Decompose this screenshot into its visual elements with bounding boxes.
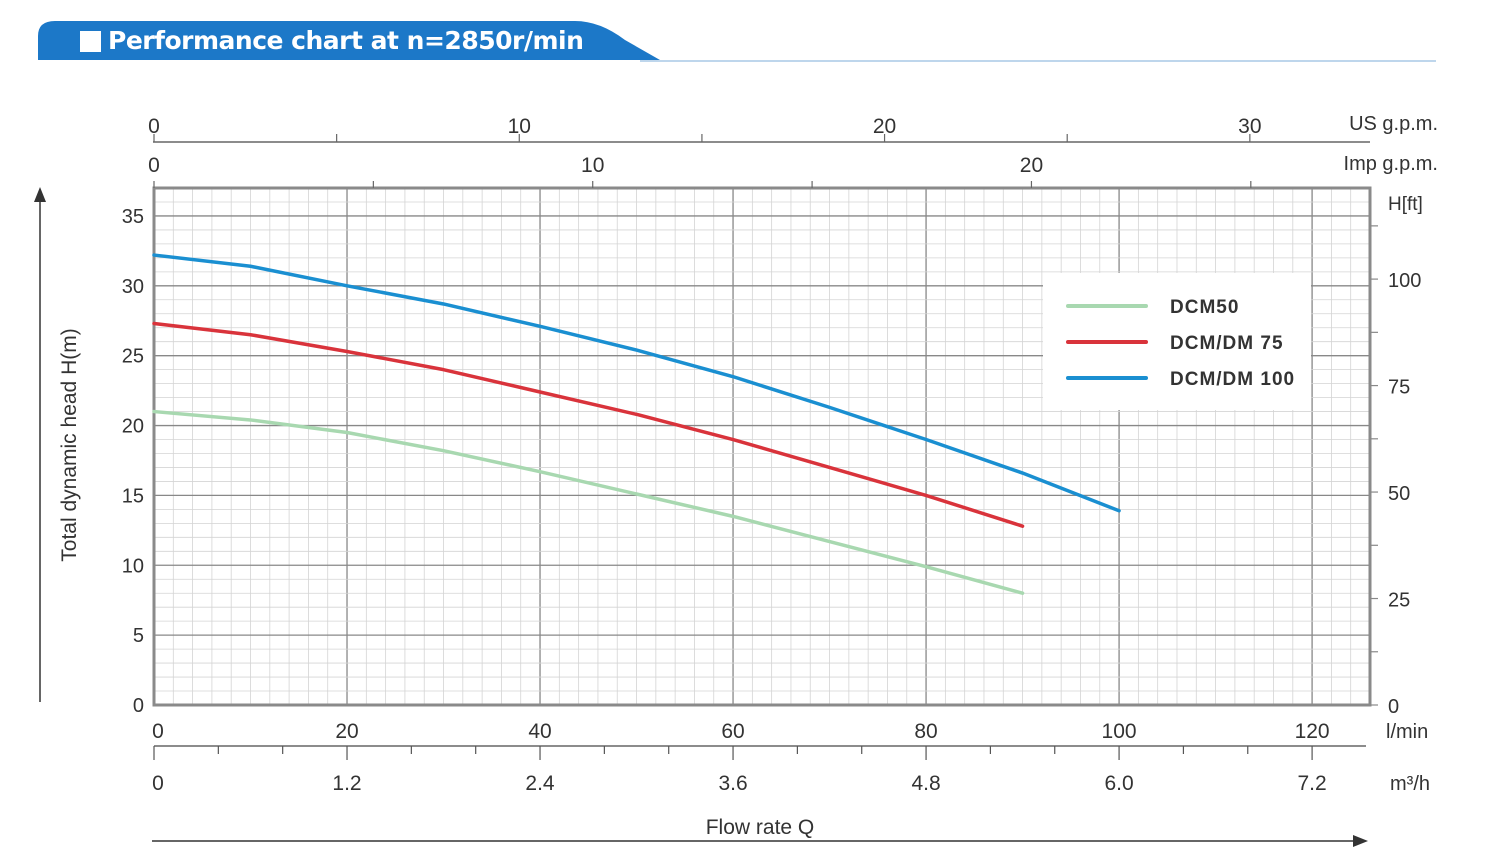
- x-tick-label-m3h: 6.0: [1104, 772, 1133, 795]
- y-axis-label: Total dynamic head H(m): [58, 328, 81, 561]
- y-unit-ft: H[ft]: [1388, 194, 1423, 215]
- series-line-dcm-dm-100: [152, 253, 1121, 513]
- imp-gpm-tick-label: 10: [581, 154, 604, 177]
- x-tick-label-m3h: 3.6: [718, 772, 747, 795]
- us-gpm-tick-label: 20: [873, 115, 896, 138]
- x-tick-label-lmin: 80: [914, 720, 937, 743]
- x-axis-label: Flow rate Q: [706, 816, 815, 839]
- x-tick-label-m3h: 1.2: [332, 772, 361, 795]
- x-tick-label-lmin: 120: [1295, 720, 1330, 743]
- x-tick-label-m3h: 4.8: [911, 772, 940, 795]
- series-line-dcm50: [152, 409, 1025, 595]
- us-gpm-tick-label: 30: [1238, 115, 1261, 138]
- axes: 0 5 10 15 20 25 30 35 Total dynamic head H(m) 0 25…: [34, 113, 1438, 847]
- y-tick-label-m: 10: [122, 555, 144, 577]
- y-tick-label-m: 35: [122, 206, 144, 228]
- y-tick-label-ft: 25: [1388, 590, 1410, 612]
- y-tick-label-m: 20: [122, 416, 144, 438]
- us-gpm-unit: US g.p.m.: [1349, 113, 1438, 135]
- arrow-right-icon: [1353, 835, 1368, 847]
- imp-gpm-unit: Imp g.p.m.: [1344, 153, 1438, 175]
- x-tick-label-lmin: 0: [152, 720, 164, 743]
- chart-title: Performance chart at n=2850r/min: [108, 26, 584, 55]
- x-tick-label-m3h: 2.4: [525, 772, 555, 795]
- us-gpm-tick-label: 0: [148, 115, 160, 138]
- y-tick-label-ft: 75: [1388, 377, 1410, 399]
- y-tick-label-m: 0: [133, 695, 144, 717]
- plot-frame: [152, 186, 1372, 707]
- curves: [152, 253, 1121, 595]
- x-tick-label-m3h: 7.2: [1297, 772, 1326, 795]
- y-tick-label-ft: 0: [1388, 696, 1399, 718]
- x-unit-m3h: m³/h: [1390, 773, 1430, 795]
- legend-label: DCM/DM 75: [1170, 333, 1284, 354]
- legend-label: DCM/DM 100: [1170, 369, 1295, 390]
- x-tick-label-lmin: 20: [335, 720, 358, 743]
- x-tick-label-lmin: 100: [1102, 720, 1137, 743]
- us-gpm-tick-label: 10: [508, 115, 531, 138]
- y-tick-label-m: 5: [133, 625, 144, 647]
- x-unit-lmin: l/min: [1386, 721, 1428, 743]
- y-tick-label-m: 25: [122, 346, 144, 368]
- imp-gpm-tick-label: 0: [148, 154, 160, 177]
- x-tick-label-lmin: 40: [528, 720, 551, 743]
- series-line-dcm-dm-75: [152, 321, 1025, 528]
- y-tick-label-m: 30: [122, 276, 144, 298]
- header-banner: [38, 21, 1436, 62]
- x-tick-label-lmin: 60: [721, 720, 744, 743]
- square-icon: [80, 31, 101, 52]
- legend: DCM50 DCM/DM 75 DCM/DM 100: [1043, 273, 1311, 410]
- imp-gpm-tick-label: 20: [1020, 154, 1043, 177]
- y-tick-label-m: 15: [122, 485, 144, 507]
- y-tick-label-ft: 100: [1388, 270, 1421, 292]
- x-tick-label-m3h: 0: [152, 772, 164, 795]
- y-tick-label-ft: 50: [1388, 483, 1410, 505]
- chart-header: Performance chart at n=2850r/min: [0, 0, 1490, 70]
- legend-label: DCM50: [1170, 297, 1239, 318]
- arrow-up-icon: [34, 187, 46, 202]
